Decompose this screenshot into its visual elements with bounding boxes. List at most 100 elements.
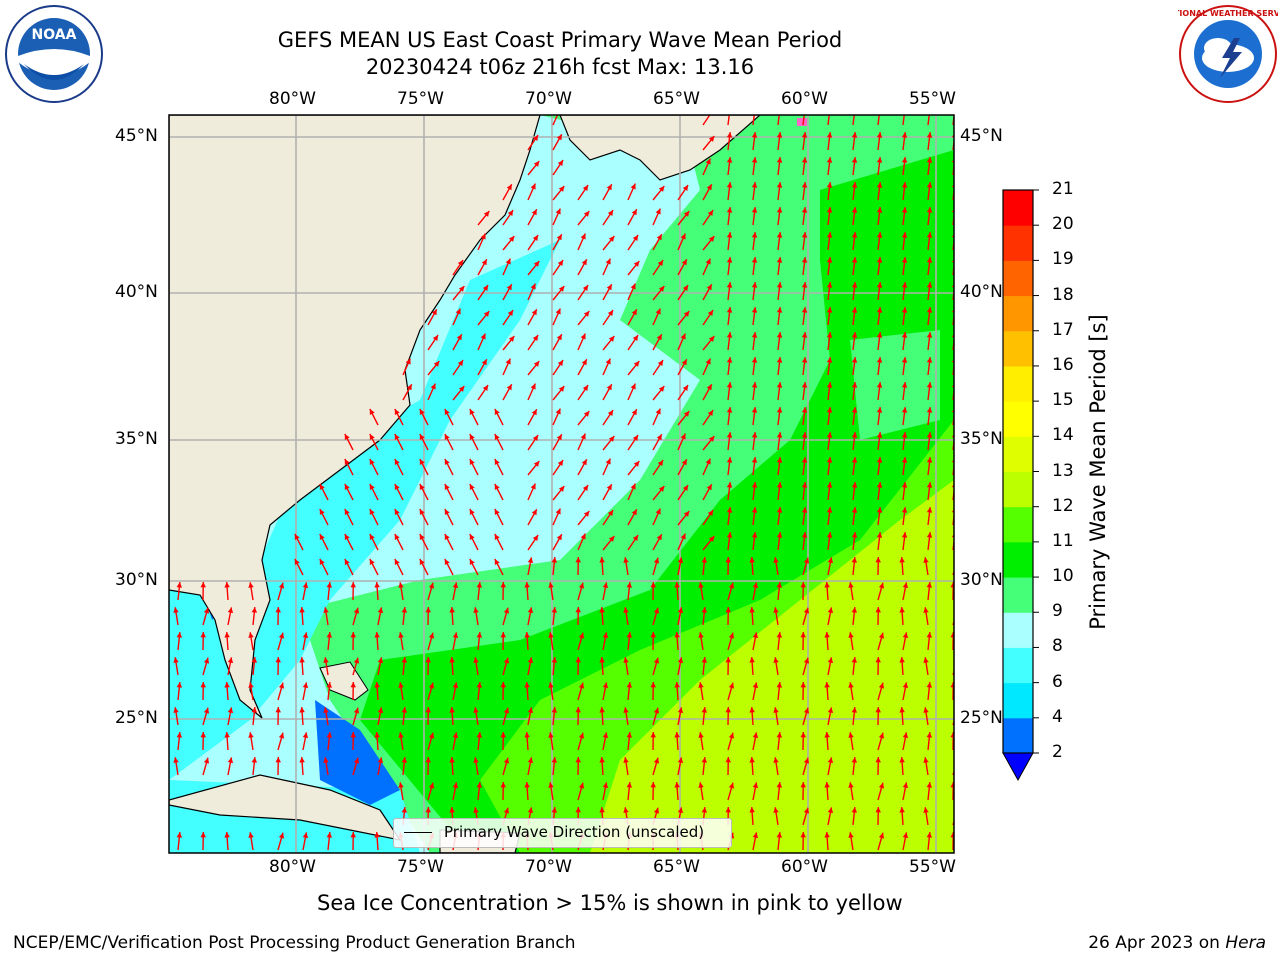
wave-vector-head <box>926 157 933 163</box>
wave-vector-head <box>394 508 400 515</box>
wave-vector-head <box>827 707 834 714</box>
wave-vector-head <box>851 132 858 138</box>
wave-vector-head <box>726 482 733 488</box>
wave-vector-head <box>469 483 475 490</box>
wave-vector-head <box>506 184 512 191</box>
wave-vector-head <box>394 458 400 465</box>
wave-vector-head <box>344 558 350 565</box>
wave-vector-head <box>401 757 408 763</box>
wave-vector-head <box>726 382 733 388</box>
wave-vector-head <box>531 509 537 516</box>
lon-label-bottom: 70°W <box>525 857 572 877</box>
wave-vector-head <box>923 757 929 763</box>
wave-vector-head <box>826 357 833 363</box>
wave-vector-head <box>401 707 408 713</box>
wave-vector-head <box>826 432 833 438</box>
wave-vector-head <box>575 607 581 613</box>
wave-vector-head <box>926 432 933 438</box>
wave-vector-head <box>707 310 714 317</box>
wave-vector-head <box>776 432 783 438</box>
wave-vector-head <box>607 510 614 517</box>
wave-vector-head <box>657 260 664 267</box>
wave-vector-head <box>631 409 637 416</box>
wave-vector-head <box>394 533 400 540</box>
wave-vector-head <box>557 460 564 467</box>
wave-vector-head <box>751 307 758 313</box>
wave-vector-head <box>626 782 633 788</box>
map-frame <box>168 114 955 854</box>
wave-vector-head <box>926 482 933 488</box>
wave-vector-head <box>752 632 759 639</box>
wave-vector-head <box>776 132 783 138</box>
wave-vector-head <box>503 657 510 664</box>
wave-vector-head <box>752 782 759 789</box>
wave-vector-head <box>578 632 585 639</box>
wave-vector-head <box>706 384 712 391</box>
wave-vector-head <box>851 757 858 763</box>
wave-vector-head <box>848 732 854 738</box>
wave-vector-head <box>725 607 731 613</box>
wave-vector-head <box>875 557 881 563</box>
wave-vector-head <box>725 557 731 563</box>
wave-vector-head <box>626 582 633 588</box>
wave-vector-head <box>776 407 783 413</box>
colorbar-segment <box>1003 225 1033 261</box>
wave-vector-head <box>353 757 360 764</box>
wave-vector-head <box>950 682 954 688</box>
wave-vector-head <box>824 732 830 738</box>
lat-label-left: 35°N <box>115 429 158 449</box>
wave-vector-head <box>776 482 783 488</box>
wave-vector-head <box>776 282 783 288</box>
wave-vector-head <box>826 257 833 263</box>
wave-vector-head <box>623 807 629 813</box>
wave-vector-head <box>749 557 755 563</box>
wave-vector <box>852 115 855 126</box>
colorbar-segment <box>1003 682 1033 719</box>
wave-vector-head <box>580 533 586 540</box>
wave-vector-head <box>524 732 530 738</box>
wave-vector-head <box>551 607 558 613</box>
wave-vector-head <box>444 558 450 565</box>
wave-vector-head <box>923 707 929 713</box>
wave-vector-head <box>801 532 808 538</box>
wave-vector-head <box>803 657 810 664</box>
wave-vector-head <box>302 632 309 639</box>
wave-vector-head <box>344 508 350 515</box>
wave-vector-head <box>480 333 486 340</box>
wave-vector-head <box>876 132 883 138</box>
wave-vector-head <box>751 157 758 163</box>
wave-vector-head <box>851 807 858 813</box>
wave-vector-head <box>680 333 686 340</box>
wave-vector-head <box>876 407 883 413</box>
wave-vector-head <box>275 657 281 663</box>
colorbar-segment <box>1003 401 1033 437</box>
wave-vector-head <box>548 732 554 738</box>
colorbar-tick-label: 11 <box>1052 530 1074 551</box>
wave-vector-head <box>200 632 206 638</box>
wave-vector-head <box>878 582 885 589</box>
wave-vector-head <box>527 757 534 764</box>
wave-vector-head <box>878 632 885 639</box>
colorbar-tick-label: 10 <box>1052 566 1074 587</box>
lat-label-right: 40°N <box>960 282 1003 302</box>
wave-vector-head <box>350 832 356 838</box>
wave-vector-head <box>469 558 475 565</box>
wave-vector-head <box>875 807 881 813</box>
wave-vector <box>752 115 755 126</box>
wave-direction-vectors <box>173 115 954 851</box>
wave-vector-head <box>494 433 500 440</box>
wave-vector-head <box>608 236 615 242</box>
wave-vector-head <box>369 408 375 415</box>
wave-vector-head <box>876 257 883 263</box>
wave-vector-head <box>728 732 735 739</box>
wave-vector-head <box>581 259 587 266</box>
wave-vector-head <box>599 607 605 613</box>
wave-vector-head <box>419 483 425 490</box>
wave-vector-head <box>527 607 534 614</box>
wave-vector-head <box>801 432 808 438</box>
wave-vector-head <box>469 408 475 415</box>
wave-vector-head <box>602 582 609 589</box>
wave-vector-head <box>626 682 633 688</box>
wave-vector-head <box>926 407 933 413</box>
